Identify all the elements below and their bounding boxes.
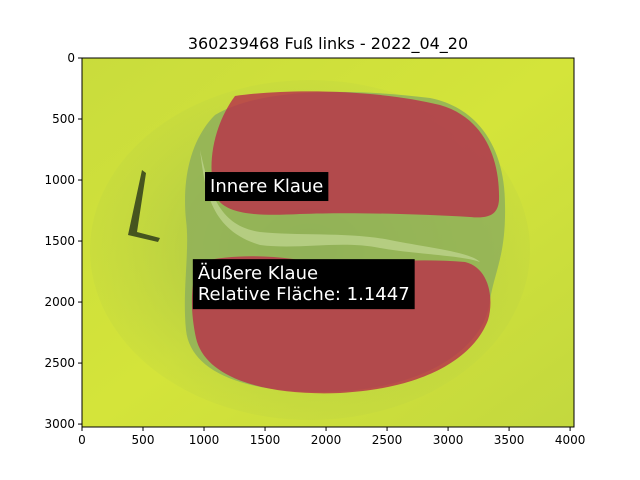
x-tick-label: 2000 <box>311 433 342 447</box>
y-tick-label: 2500 <box>44 356 75 370</box>
x-tick-label: 4000 <box>555 433 586 447</box>
x-tick-label: 1000 <box>189 433 220 447</box>
axes-frame <box>81 57 575 428</box>
x-tick-label: 500 <box>132 433 155 447</box>
photo-image <box>82 58 574 427</box>
inner-claw-annotation-box <box>205 172 329 202</box>
chart-title: 360239468 Fuß links - 2022_04_20 <box>187 34 469 53</box>
outer-claw-annotation-text: Relative Fläche: 1.1447 <box>198 284 410 305</box>
y-tick-label: 2000 <box>44 295 75 309</box>
y-axis: 0 500 1000 1500 2000 2500 3000 <box>44 51 82 431</box>
x-axis: 0 500 1000 1500 2000 2500 3000 3500 4000 <box>78 427 585 447</box>
inner-claw-annotation: Innere Klaue <box>205 172 329 202</box>
outer-claw-annotation-box <box>192 259 415 310</box>
y-tick-label: 0 <box>67 51 75 65</box>
y-tick-label: 3000 <box>44 417 75 431</box>
x-tick-label: 3000 <box>433 433 464 447</box>
y-tick-label: 500 <box>52 112 75 126</box>
x-tick-label: 2500 <box>372 433 403 447</box>
x-tick-label: 3500 <box>494 433 525 447</box>
x-tick-label: 0 <box>78 433 86 447</box>
y-tick-label: 1500 <box>44 234 75 248</box>
outer-claw-annotation-text: Äußere Klaue <box>198 263 318 284</box>
inner-claw-annotation-text: Innere Klaue <box>210 176 323 197</box>
y-tick-label: 1000 <box>44 173 75 187</box>
x-tick-label: 1500 <box>250 433 281 447</box>
